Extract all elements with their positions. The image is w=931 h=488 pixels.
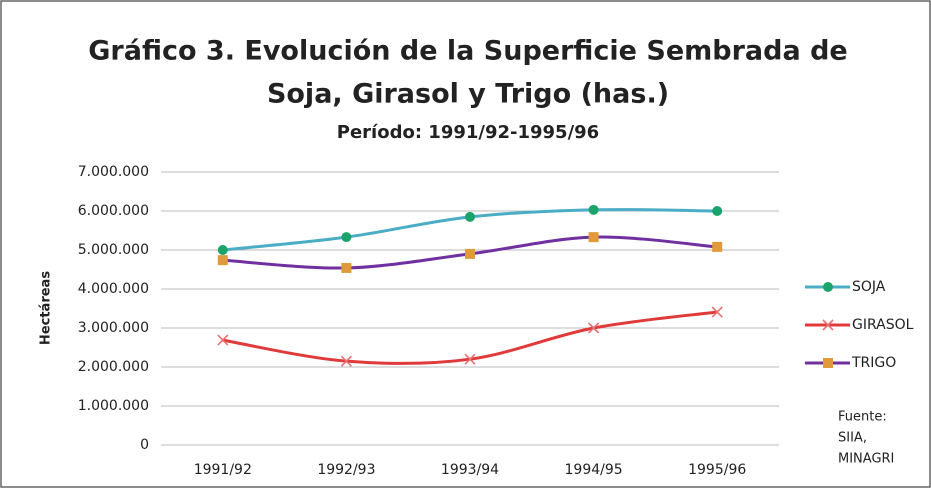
y-axis-label: Hectáreas (39, 271, 54, 345)
y-tick-label: 7.000.000 (78, 164, 149, 180)
data-point (465, 248, 475, 259)
legend-marker (822, 319, 834, 331)
y-tick-label: 3.000.000 (78, 320, 149, 336)
chart-subtitle: Período: 1991/92-1995/96 (337, 122, 599, 143)
data-point (588, 232, 599, 243)
y-tick-label: 5.000.000 (78, 242, 149, 258)
data-point (588, 322, 600, 334)
legend-label: SOJA (852, 279, 886, 295)
chart-title: Soja, Girasol y Trigo (has.) (267, 79, 669, 110)
data-point (217, 255, 228, 266)
x-tick-label: 1995/96 (688, 462, 746, 478)
data-point (588, 204, 599, 215)
data-point (341, 262, 352, 273)
data-point (340, 355, 352, 367)
chart-title: Gráfico 3. Evolución de la Superficie Se… (88, 36, 847, 67)
source-note: MINAGRI (838, 452, 894, 467)
x-tick-label: 1991/92 (194, 462, 252, 478)
data-point (217, 334, 229, 346)
data-point (217, 245, 228, 255)
y-tick-label: 4.000.000 (78, 281, 149, 297)
legend-marker (823, 358, 833, 368)
data-point (711, 306, 723, 318)
source-note: Fuente: (838, 410, 887, 425)
y-tick-label: 1.000.000 (78, 398, 149, 414)
y-tick-label: 6.000.000 (78, 203, 149, 219)
y-tick-label: 2.000.000 (78, 359, 149, 375)
data-point (464, 353, 476, 365)
data-point (465, 211, 475, 222)
data-point (712, 241, 723, 252)
x-tick-label: 1994/95 (565, 462, 623, 478)
data-point (341, 232, 352, 243)
legend-label: TRIGO (851, 355, 896, 371)
y-tick-label: 0 (140, 437, 149, 453)
legend-marker (823, 282, 833, 292)
legend-label: GIRASOL (852, 317, 914, 333)
data-point (712, 206, 723, 216)
x-tick-label: 1992/93 (317, 462, 375, 478)
x-tick-label: 1993/94 (441, 462, 499, 478)
source-note: SIIA, (838, 431, 867, 446)
